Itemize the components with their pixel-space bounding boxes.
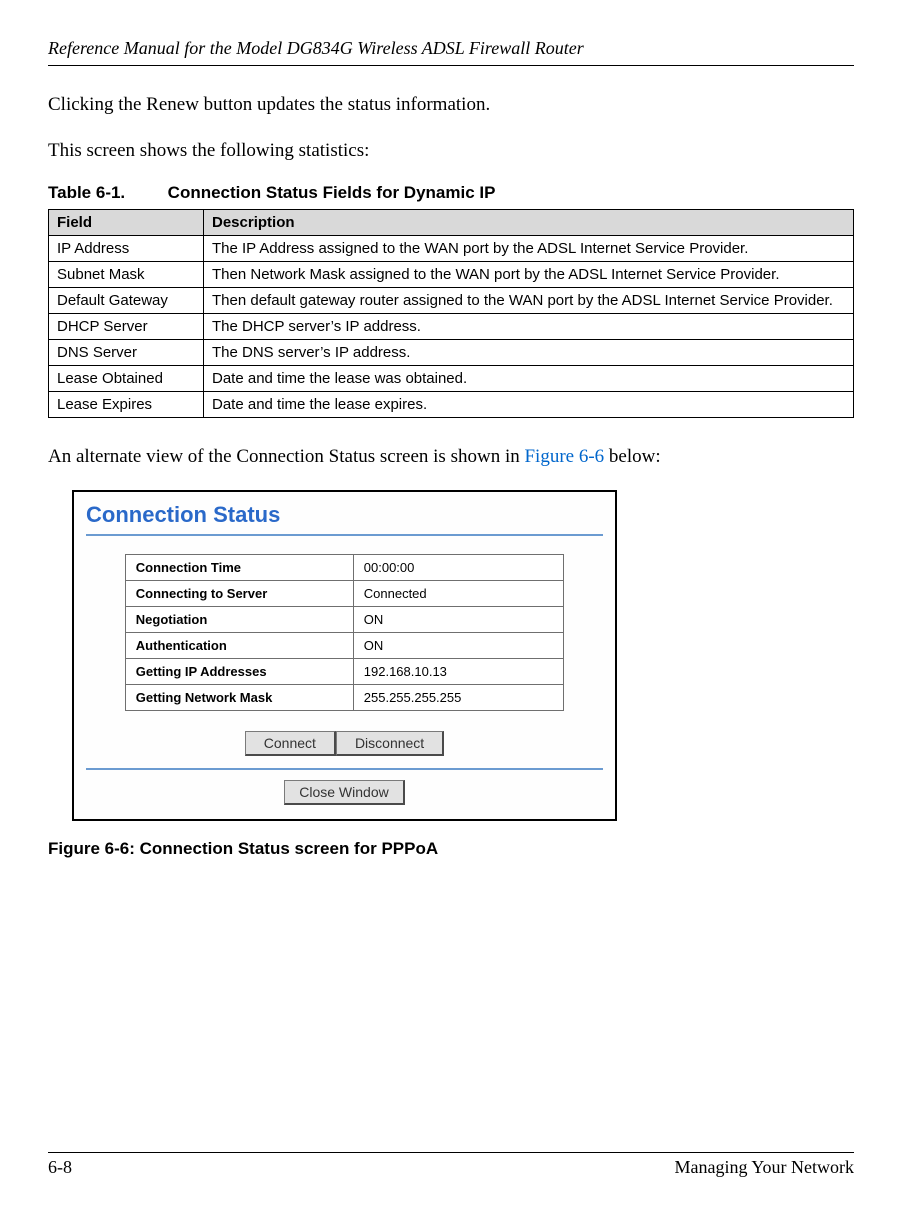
section-title: Managing Your Network bbox=[675, 1157, 855, 1178]
figure-caption: Figure 6-6: Connection Status screen for… bbox=[48, 839, 854, 859]
status-value: ON bbox=[353, 606, 563, 632]
status-label: Getting IP Addresses bbox=[125, 658, 353, 684]
paragraph-alt-view: An alternate view of the Connection Stat… bbox=[48, 444, 854, 470]
status-row: Connection Time00:00:00 bbox=[125, 554, 563, 580]
table-row: IP AddressThe IP Address assigned to the… bbox=[49, 236, 854, 262]
field-cell: Lease Expires bbox=[49, 392, 204, 418]
field-cell: DNS Server bbox=[49, 340, 204, 366]
desc-cell: Then default gateway router assigned to … bbox=[204, 288, 854, 314]
status-row: NegotiationON bbox=[125, 606, 563, 632]
status-row: AuthenticationON bbox=[125, 632, 563, 658]
connect-button[interactable]: Connect bbox=[245, 731, 336, 756]
status-label: Authentication bbox=[125, 632, 353, 658]
status-value: 192.168.10.13 bbox=[353, 658, 563, 684]
status-label: Connecting to Server bbox=[125, 580, 353, 606]
status-value: 00:00:00 bbox=[353, 554, 563, 580]
field-cell: Default Gateway bbox=[49, 288, 204, 314]
field-cell: Subnet Mask bbox=[49, 262, 204, 288]
status-label: Connection Time bbox=[125, 554, 353, 580]
table-row: Subnet MaskThen Network Mask assigned to… bbox=[49, 262, 854, 288]
status-label: Negotiation bbox=[125, 606, 353, 632]
figure-link[interactable]: Figure 6-6 bbox=[524, 446, 604, 467]
disconnect-button[interactable]: Disconnect bbox=[336, 731, 444, 756]
paragraph-stats: This screen shows the following statisti… bbox=[48, 138, 854, 164]
table-caption: Table 6-1. Connection Status Fields for … bbox=[48, 183, 854, 203]
status-title: Connection Status bbox=[86, 502, 603, 528]
connection-status-panel: Connection Status Connection Time00:00:0… bbox=[72, 490, 617, 821]
doc-header: Reference Manual for the Model DG834G Wi… bbox=[48, 38, 854, 66]
desc-cell: The IP Address assigned to the WAN port … bbox=[204, 236, 854, 262]
paragraph-renew: Clicking the Renew button updates the st… bbox=[48, 92, 854, 118]
table-row: DHCP ServerThe DHCP server’s IP address. bbox=[49, 314, 854, 340]
table-row: Lease ObtainedDate and time the lease wa… bbox=[49, 366, 854, 392]
p3-pre: An alternate view of the Connection Stat… bbox=[48, 446, 524, 467]
fields-header-field: Field bbox=[49, 210, 204, 236]
table-row: Lease ExpiresDate and time the lease exp… bbox=[49, 392, 854, 418]
fields-header-desc: Description bbox=[204, 210, 854, 236]
status-row: Getting Network Mask255.255.255.255 bbox=[125, 684, 563, 710]
status-divider-bottom bbox=[86, 768, 603, 770]
p3-post: below: bbox=[604, 446, 660, 467]
desc-cell: Date and time the lease was obtained. bbox=[204, 366, 854, 392]
field-cell: Lease Obtained bbox=[49, 366, 204, 392]
desc-cell: Then Network Mask assigned to the WAN po… bbox=[204, 262, 854, 288]
table-row: Default GatewayThen default gateway rout… bbox=[49, 288, 854, 314]
status-row: Connecting to ServerConnected bbox=[125, 580, 563, 606]
status-value: 255.255.255.255 bbox=[353, 684, 563, 710]
page-number: 6-8 bbox=[48, 1157, 72, 1178]
close-window-button[interactable]: Close Window bbox=[284, 780, 404, 805]
table-caption-title: Connection Status Fields for Dynamic IP bbox=[168, 183, 496, 202]
desc-cell: The DNS server’s IP address. bbox=[204, 340, 854, 366]
field-cell: IP Address bbox=[49, 236, 204, 262]
field-cell: DHCP Server bbox=[49, 314, 204, 340]
status-row: Getting IP Addresses192.168.10.13 bbox=[125, 658, 563, 684]
status-label: Getting Network Mask bbox=[125, 684, 353, 710]
desc-cell: The DHCP server’s IP address. bbox=[204, 314, 854, 340]
desc-cell: Date and time the lease expires. bbox=[204, 392, 854, 418]
status-value: Connected bbox=[353, 580, 563, 606]
table-row: DNS ServerThe DNS server’s IP address. bbox=[49, 340, 854, 366]
status-divider-top bbox=[86, 534, 603, 536]
status-value: ON bbox=[353, 632, 563, 658]
page-footer: 6-8 Managing Your Network bbox=[48, 1152, 854, 1178]
fields-table: Field Description IP AddressThe IP Addre… bbox=[48, 209, 854, 418]
table-caption-label: Table 6-1. bbox=[48, 183, 125, 202]
status-table: Connection Time00:00:00 Connecting to Se… bbox=[125, 554, 564, 711]
